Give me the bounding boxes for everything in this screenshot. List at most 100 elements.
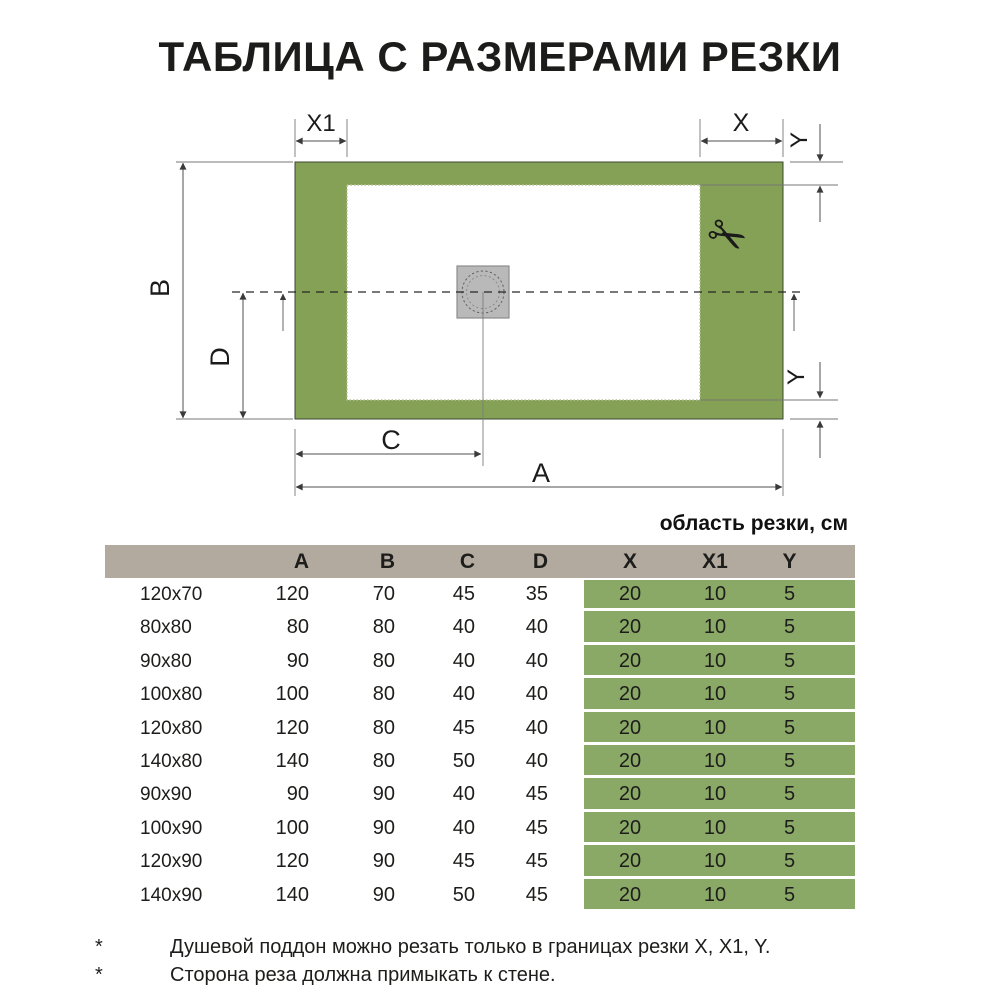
table-row: 100x90 100 90 40 45 20 10 5	[105, 811, 855, 846]
dim-label-y-bottom: Y	[783, 369, 810, 385]
row-value: 40	[525, 749, 548, 772]
row-value: 10	[676, 744, 754, 779]
row-size-label: 80x80	[140, 617, 192, 639]
table-row: 90x80 90 80 40 40 20 10 5	[105, 644, 855, 679]
row-value: 10	[676, 578, 754, 612]
row-value: 120	[275, 716, 309, 739]
row-value: 80	[372, 683, 395, 706]
table-row: 120x70 120 70 45 35 20 10 5	[105, 578, 855, 612]
row-value: 45	[525, 816, 548, 839]
footnote-text: Душевой поддон можно резать только в гра…	[170, 936, 771, 958]
row-value: 10	[676, 711, 754, 745]
row-value: 70	[372, 583, 395, 605]
row-value: 40	[452, 816, 475, 839]
size-table-body: 120x70 120 70 45 35 20 10 5 80x80 80 80 40 40 20 10 5 90…	[105, 578, 855, 912]
row-value: 90	[286, 649, 309, 672]
dim-label-c: C	[381, 425, 401, 455]
row-value: 5	[754, 711, 855, 745]
row-value: 40	[452, 683, 475, 706]
row-value: 100	[275, 683, 309, 706]
col-header-B: B	[379, 550, 395, 573]
row-size-label: 100x90	[140, 817, 203, 839]
row-size-label: 120x80	[140, 717, 203, 739]
row-value: 90	[372, 883, 395, 906]
row-value: 5	[754, 578, 855, 612]
row-size-label: 140x90	[140, 884, 203, 906]
footnotes: * Душевой поддон можно резать только в г…	[95, 933, 770, 989]
row-value: 45	[525, 850, 548, 873]
page-title: ТАБЛИЦА С РАЗМЕРАМИ РЕЗКИ	[158, 33, 842, 80]
row-value: 20	[584, 711, 676, 745]
table-row: 120x80 120 80 45 40 20 10 5	[105, 711, 855, 745]
row-value: 140	[275, 883, 309, 906]
row-value: 10	[676, 778, 754, 812]
row-value: 20	[584, 811, 676, 846]
row-value: 5	[754, 644, 855, 679]
row-value: 5	[754, 778, 855, 812]
row-value: 45	[452, 716, 475, 739]
table-row: 140x90 140 90 50 45 20 10 5	[105, 878, 855, 912]
size-table: A B C D X X1 Y 120x70 120 70 45 35 20 10 5 80x80 80 80 40…	[105, 545, 855, 912]
row-value: 120	[275, 850, 309, 873]
cutting-diagram: B D X1 X Y Y C A ✂	[145, 109, 843, 496]
row-value: 10	[676, 678, 754, 712]
row-value: 45	[525, 883, 548, 906]
table-row: 90x90 90 90 40 45 20 10 5	[105, 778, 855, 812]
table-row: 100x80 100 80 40 40 20 10 5	[105, 678, 855, 712]
col-header-C: C	[459, 550, 475, 573]
row-value: 10	[676, 845, 754, 879]
row-value: 5	[754, 811, 855, 846]
row-value: 20	[584, 678, 676, 712]
row-value: 40	[525, 683, 548, 706]
tray-inner-area	[346, 184, 701, 401]
row-value: 20	[584, 778, 676, 812]
footnote-marker: *	[95, 936, 103, 958]
table-row: 140x80 140 80 50 40 20 10 5	[105, 744, 855, 779]
footnote-text: Сторона реза должна примыкать к стене.	[170, 964, 556, 986]
row-value: 5	[754, 744, 855, 779]
row-value: 80	[372, 616, 395, 639]
col-header-X1: X1	[702, 550, 728, 573]
dim-label-x1: X1	[306, 110, 335, 137]
cut-area-label: область резки, см	[659, 512, 848, 535]
table-row: 120x90 120 90 45 45 20 10 5	[105, 845, 855, 879]
col-header-D: D	[532, 550, 548, 573]
row-value: 20	[584, 744, 676, 779]
row-value: 5	[754, 611, 855, 645]
row-value: 40	[452, 783, 475, 806]
row-value: 80	[372, 749, 395, 772]
row-value: 10	[676, 811, 754, 846]
row-value: 5	[754, 678, 855, 712]
col-header-size	[105, 545, 240, 578]
row-value: 5	[754, 845, 855, 879]
row-size-label: 140x80	[140, 750, 203, 772]
row-value: 90	[286, 783, 309, 806]
row-value: 80	[372, 649, 395, 672]
size-table-header: A B C D X X1 Y	[105, 545, 855, 578]
row-size-label: 90x90	[140, 784, 192, 806]
row-value: 45	[452, 583, 475, 605]
dim-label-b: B	[145, 279, 175, 297]
footnote-line: * Сторона реза должна примыкать к стене.	[95, 961, 770, 989]
row-value: 50	[452, 883, 475, 906]
row-size-label: 120x70	[140, 584, 203, 605]
dim-label-y-top: Y	[786, 132, 813, 148]
footnote-line: * Душевой поддон можно резать только в г…	[95, 933, 770, 961]
row-value: 40	[525, 716, 548, 739]
col-header-Y: Y	[782, 550, 797, 573]
row-value: 45	[452, 850, 475, 873]
col-header-X: X	[622, 550, 637, 573]
row-value: 45	[525, 783, 548, 806]
row-value: 140	[275, 749, 309, 772]
row-value: 40	[452, 616, 475, 639]
row-value: 20	[584, 644, 676, 679]
row-value: 10	[676, 878, 754, 912]
dim-label-d: D	[205, 347, 235, 367]
dim-label-x: X	[733, 109, 750, 137]
row-value: 90	[372, 850, 395, 873]
dim-label-a: A	[532, 458, 550, 488]
row-value: 40	[452, 649, 475, 672]
row-value: 5	[754, 878, 855, 912]
row-value: 10	[676, 611, 754, 645]
row-value: 10	[676, 644, 754, 679]
